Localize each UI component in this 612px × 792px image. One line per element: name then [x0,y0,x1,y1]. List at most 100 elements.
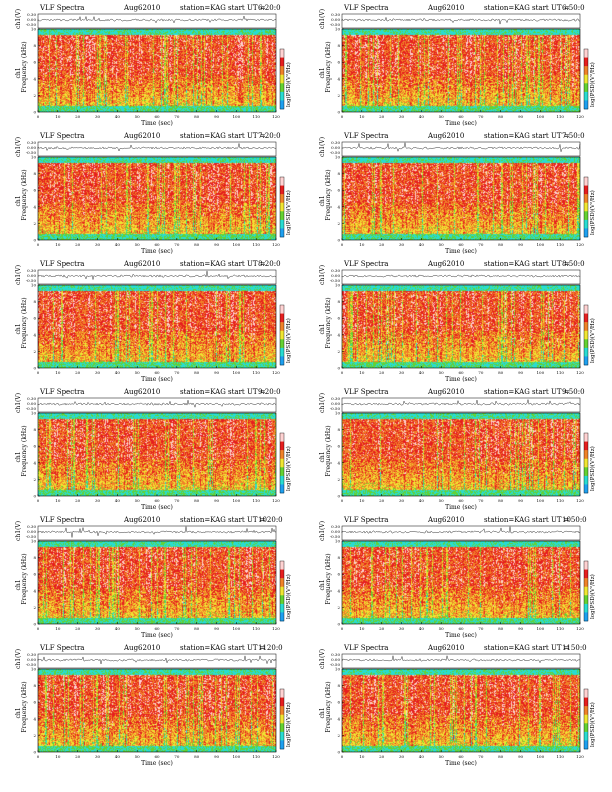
frequency-ylabel: Frequency (kHz) [21,169,28,220]
spectrogram-frame [37,156,277,241]
date-label: Aug62010 [123,516,160,524]
spectrogram-image [342,285,580,368]
x-tick-label: 110 [556,498,564,503]
x-tick-label: 90 [214,114,220,119]
start-ut-value: 6:50:0 [562,4,585,12]
waveform-trace [37,526,277,538]
colorbar-segment [280,211,284,221]
waveform-tick-label: 0.30 [27,396,36,401]
x-tick-label: 20 [75,370,81,375]
spectrogram-panel: VLF Spectra Aug62010 station=KAG start UT =… [304,2,604,132]
x-tick-label: 90 [214,370,220,375]
start-ut-prefix: start UT = [532,644,570,652]
colorbar-segment [584,66,588,76]
y-tick-label: 0 [337,750,340,755]
colorbar-segment [584,740,588,750]
y-tick-label: 0 [33,110,36,115]
x-tick-label: 100 [233,626,241,631]
y-tick-label: 8 [33,171,36,176]
y-tick-label: 0 [337,494,340,499]
waveform-tick-label: -0.50 [330,406,341,411]
y-tick-label: 2 [33,477,36,482]
x-tick-label: 50 [135,242,141,247]
y-tick-label: 0 [33,494,36,499]
y-tick-label: 8 [33,43,36,48]
colorbar-label: log(PSD)(V²/Hz) [589,574,596,619]
colorbar-segment [584,723,588,733]
channel-ylabel: ch1 [15,707,22,718]
waveform-tick-label: 0.30 [331,652,340,657]
x-tick-label: 10 [55,754,61,759]
x-tick-label: 80 [498,370,504,375]
date-label: Aug62010 [123,4,160,12]
start-ut-value: 9:50:0 [562,388,585,396]
x-tick-label: 90 [518,498,524,503]
y-tick-label: 4 [33,588,36,593]
y-tick-label: 8 [33,555,36,560]
x-tick-label: 90 [518,242,524,247]
waveform-trace [37,143,277,152]
y-tick-label: 2 [33,93,36,98]
waveform-tick-label: -0.50 [330,534,341,539]
waveform-frame [341,525,581,541]
waveform-tick-label: -0.50 [26,22,37,27]
y-tick-label: 4 [33,460,36,465]
colorbar-segment [280,458,284,468]
waveform-ylabel: ch1(V) [319,649,326,669]
waveform-trace [341,274,581,278]
x-tick-label: 20 [75,754,81,759]
y-tick-label: 2 [337,221,340,226]
x-tick-label: 30 [95,242,101,247]
x-tick-label: 0 [37,498,40,503]
waveform-tick-label: -0.50 [26,534,37,539]
x-tick-label: 110 [252,626,260,631]
waveform-frame [37,13,277,29]
panel-svg: VLF Spectra Aug62010 station=KAG start UT =… [319,4,596,127]
time-xlabel: Time (sec) [141,504,173,511]
y-tick-label: 10 [335,667,341,672]
x-tick-label: 100 [537,626,545,631]
y-tick-label: 2 [33,349,36,354]
colorbar-segment [584,595,588,605]
waveform-ylabel: ch1(V) [319,137,326,157]
x-tick-label: 0 [37,754,40,759]
waveform-tick-label: 0.00 [27,657,36,662]
x-tick-label: 50 [439,626,445,631]
spectrogram-panel: VLF Spectra Aug62010 station=KAG start UT =… [0,2,300,132]
x-tick-label: 40 [419,498,425,503]
x-tick-label: 30 [95,498,101,503]
station-label: station=KAG [180,644,226,652]
colorbar-segment [280,202,284,212]
colorbar-segment [584,586,588,596]
time-xlabel: Time (sec) [141,632,173,639]
date-label: Aug62010 [123,388,160,396]
x-tick-label: 60 [154,370,160,375]
frequency-ylabel: Frequency (kHz) [325,681,332,732]
start-ut-value: 7:50:0 [562,132,585,140]
station-label: station=KAG [180,4,226,12]
colorbar-segment [280,467,284,477]
frequency-ylabel: Frequency (kHz) [21,425,28,476]
channel-ylabel: ch1 [15,323,22,334]
y-tick-label: 8 [337,427,340,432]
spectrogram-image [38,413,276,496]
x-tick-label: 0 [341,370,344,375]
colorbar-segment [280,339,284,349]
spectrogram-image [38,29,276,112]
x-tick-label: 70 [478,498,484,503]
panel-svg: VLF Spectra Aug62010 station=KAG start UT =… [319,516,596,639]
waveform-frame [37,397,277,413]
start-ut-value: 9:20:0 [258,388,281,396]
x-tick-label: 0 [37,114,40,119]
time-xlabel: Time (sec) [445,504,477,511]
x-tick-label: 10 [359,754,365,759]
start-ut-prefix: start UT = [228,516,266,524]
spectrogram-frame [341,28,581,113]
colorbar-label: log(PSD)(V²/Hz) [589,446,596,491]
waveform-ylabel: ch1(V) [15,137,22,157]
x-tick-label: 70 [174,626,180,631]
waveform-tick-label: -0.50 [26,406,37,411]
x-tick-label: 30 [399,242,405,247]
x-tick-label: 0 [341,626,344,631]
colorbar-segment [584,49,588,58]
